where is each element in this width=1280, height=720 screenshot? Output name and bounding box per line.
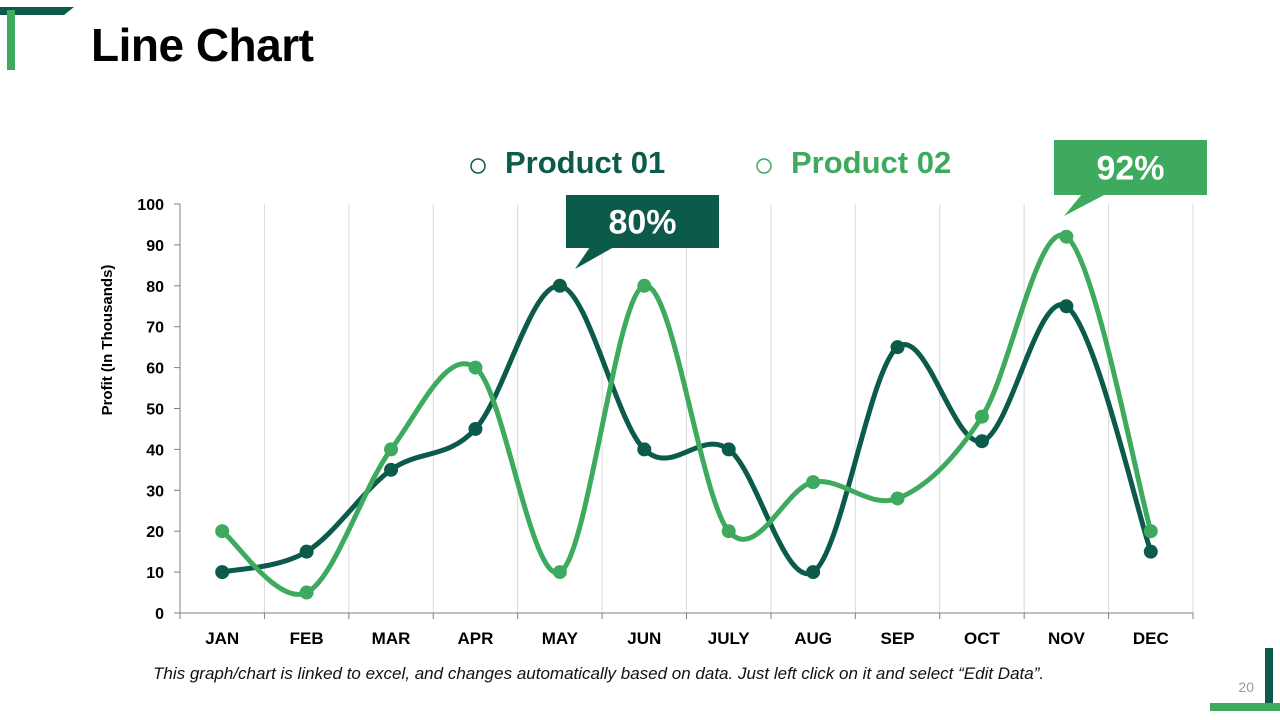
legend-label: Product 02 [791,145,951,180]
data-point [468,360,483,375]
data-point [552,278,567,293]
callout-2: 92% [1054,140,1207,216]
x-tick-label: OCT [964,629,1001,648]
data-point [1143,524,1158,539]
callout-pointer [575,247,614,269]
data-point [806,565,821,580]
series-2 [215,229,1158,600]
data-point [1143,544,1158,559]
callout-layer: 80% 92% [566,140,1207,269]
data-point [974,434,989,449]
x-tick-label: JAN [205,629,239,648]
data-point [974,409,989,424]
callout-label: 92% [1096,150,1164,188]
corner-accent-bottom-horizontal [1210,703,1280,711]
data-point [890,491,905,506]
page-title: Line Chart [91,19,314,71]
x-tick-label: MAY [542,629,579,648]
data-point [384,462,399,477]
page-number: 20 [1238,679,1254,695]
x-tick-label: AUG [794,629,832,648]
data-point [468,421,483,436]
x-tick-label: MAR [372,629,411,648]
y-tick-label: 60 [146,361,164,378]
x-tick-label: SEP [881,629,915,648]
data-point [552,565,567,580]
corner-accent-bottom-vertical [1265,648,1273,710]
data-point [890,340,905,355]
y-tick-label: 10 [146,565,164,582]
callout-pointer [1064,194,1106,216]
y-axis-title: Profit (In Thousands) [99,265,116,416]
corner-accent-top-vertical [7,10,15,70]
corner-accent-top-horizontal [0,7,74,15]
legend: Product 01 Product 02 [470,145,951,180]
data-point [806,475,821,490]
callout-label: 80% [608,204,676,242]
x-tick-label: NOV [1048,629,1086,648]
y-tick-label: 90 [146,238,164,255]
data-point [299,544,314,559]
legend-label: Product 01 [505,145,665,180]
x-tick-label: JUN [627,629,661,648]
axis-layer: 0 10 20 30 40 50 60 70 80 90 100 JAN FEB MAR APR MAY JUN… [137,197,1194,648]
data-point [637,442,652,457]
y-tick-label: 70 [146,320,164,337]
data-point [384,442,399,457]
data-point [721,524,736,539]
series-layer [215,229,1158,600]
data-point [637,278,652,293]
data-point [721,442,736,457]
callout-1: 80% [566,195,719,269]
y-tick-label: 100 [137,197,164,214]
x-tick-label: FEB [290,629,324,648]
grid-layer [263,204,1194,613]
x-tick-label: APR [458,629,494,648]
y-tick-label: 30 [146,483,164,500]
data-point [1059,299,1074,314]
series-1 [215,278,1158,580]
x-tick-label: JULY [708,629,751,648]
y-tick-label: 80 [146,279,164,296]
x-tick-label: DEC [1133,629,1169,648]
data-point [215,565,230,580]
footnote: This graph/chart is linked to excel, and… [153,664,1045,683]
callout-box [566,195,719,248]
legend-marker [756,158,772,174]
data-point [1059,229,1074,244]
y-tick-label: 0 [155,606,164,623]
data-point [215,524,230,539]
legend-marker [470,158,486,174]
y-tick-label: 40 [146,442,164,459]
y-tick-label: 20 [146,524,164,541]
callout-box [1054,140,1207,195]
data-point [299,585,314,600]
y-tick-label: 50 [146,402,164,419]
